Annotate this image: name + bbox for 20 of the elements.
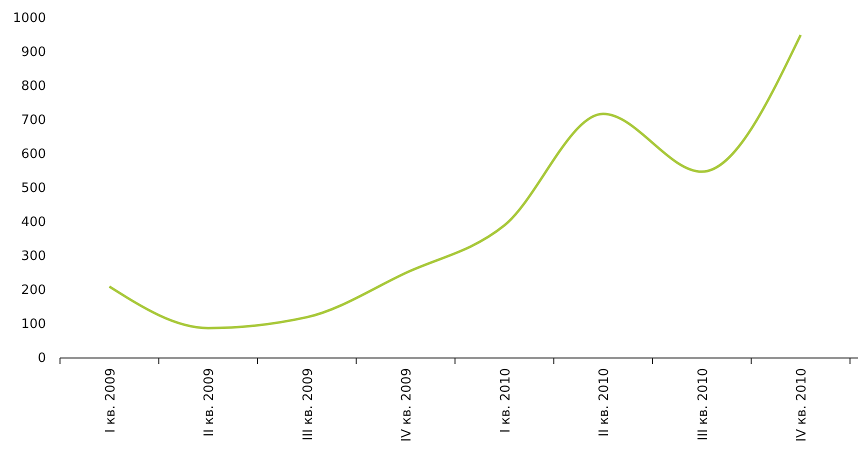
x-tick-label: III кв. 2009 (300, 368, 316, 440)
y-tick-label: 100 (21, 317, 46, 332)
y-tick-label: 1000 (12, 11, 46, 26)
x-tick-label: III кв. 2010 (696, 368, 711, 440)
x-tick-label: II кв. 2009 (202, 368, 218, 437)
x-tick-label: IV кв. 2009 (400, 368, 415, 442)
y-tick-label: 700 (21, 113, 46, 128)
y-tick-label: 300 (21, 249, 46, 264)
line-series (108, 34, 802, 330)
y-tick-label: 200 (21, 283, 46, 298)
y-tick-label: 800 (21, 79, 46, 94)
x-tick-label: II кв. 2010 (597, 368, 612, 437)
y-tick-label: 600 (21, 147, 46, 162)
x-tick-label: I кв. 2010 (498, 368, 514, 433)
x-tick-label: IV кв. 2010 (794, 368, 810, 442)
y-tick-label: 500 (21, 181, 46, 196)
x-tick-label: I кв. 2009 (103, 368, 118, 433)
y-tick-label: 900 (21, 45, 46, 60)
y-tick-label: 0 (38, 351, 46, 366)
y-tick-label: 400 (21, 215, 46, 230)
